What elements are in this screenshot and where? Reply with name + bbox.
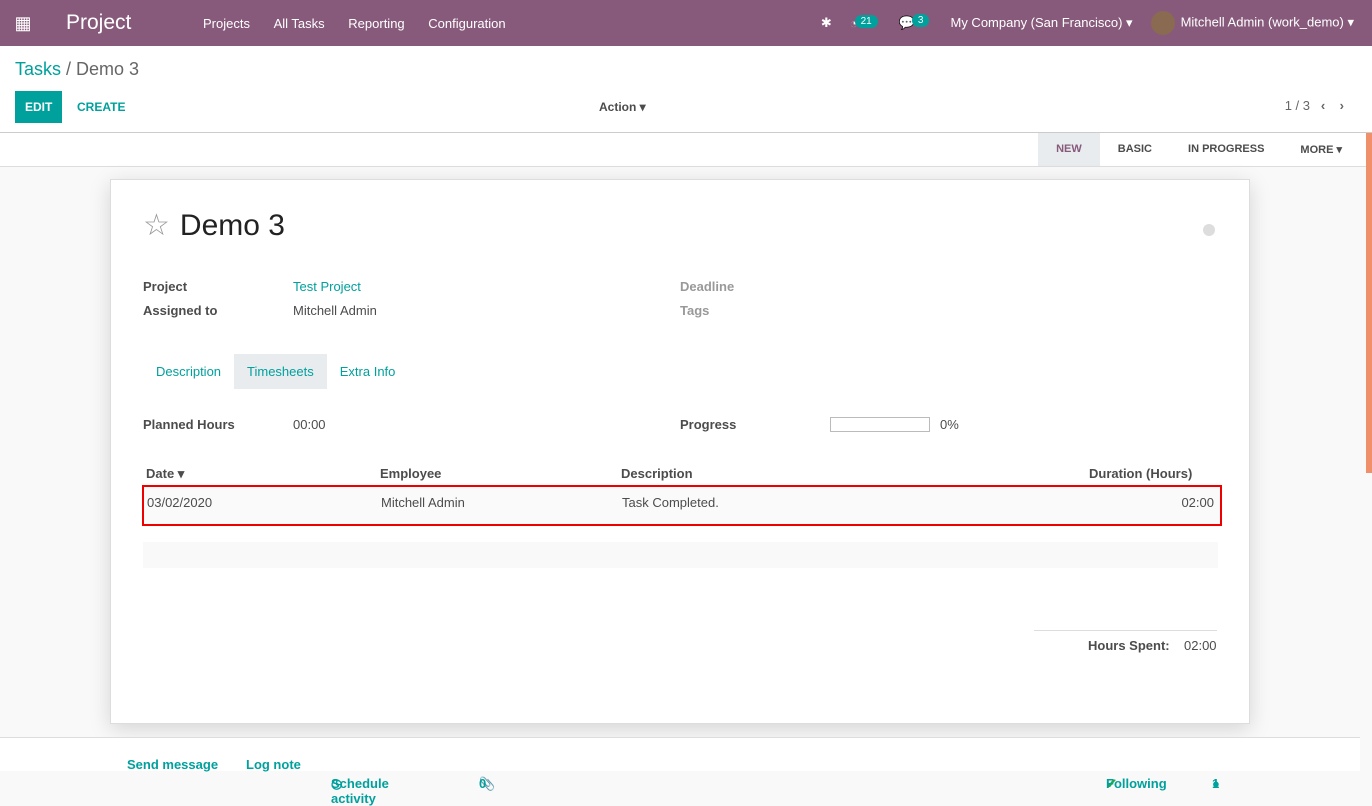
- progress-label: Progress: [680, 417, 737, 432]
- tags-label: Tags: [680, 303, 710, 318]
- stage-in-progress[interactable]: IN PROGRESS: [1188, 143, 1265, 155]
- breadcrumb-current: Demo 3: [76, 59, 140, 79]
- assigned-label: Assigned to: [143, 303, 218, 318]
- create-button[interactable]: CREATE: [77, 100, 126, 114]
- messages-button[interactable]: 💬 3: [898, 14, 933, 31]
- hours-spent-value: 02:00: [1184, 638, 1217, 653]
- col-description[interactable]: Description: [621, 466, 693, 481]
- scrollbar[interactable]: [1366, 133, 1372, 473]
- company-switcher[interactable]: My Company (San Francisco) ▾: [950, 15, 1133, 30]
- debug-bug-icon[interactable]: ✱: [820, 15, 832, 30]
- action-label: Action: [599, 100, 637, 114]
- planned-hours-value: 00:00: [293, 417, 326, 432]
- app-name: Project: [66, 11, 132, 34]
- activities-badge: 21: [854, 14, 878, 28]
- tab-description[interactable]: Description: [156, 364, 222, 379]
- menu-projects[interactable]: Projects: [203, 15, 250, 31]
- deadline-label: Deadline: [680, 279, 735, 294]
- company-name: My Company (San Francisco): [950, 15, 1123, 30]
- col-employee[interactable]: Employee: [380, 466, 442, 481]
- row-description: Task Completed.: [622, 495, 719, 510]
- avatar: [1150, 11, 1175, 35]
- menu-all-tasks[interactable]: All Tasks: [273, 15, 325, 31]
- user-menu[interactable]: Mitchell Admin (work_demo) ▾: [1150, 11, 1354, 35]
- attachments-count: 0: [479, 776, 487, 791]
- empty-row: [143, 542, 1218, 568]
- messages-badge: 3: [911, 14, 930, 27]
- apps-menu-icon[interactable]: ▦: [14, 12, 32, 33]
- chevron-left-icon[interactable]: ‹: [1320, 98, 1326, 113]
- row-duration: 02:00: [1181, 495, 1214, 510]
- activities-button[interactable]: ◔ 21: [849, 14, 881, 31]
- form-sheet: ☆ Demo 3 Project Test Project Assigned to…: [110, 179, 1250, 724]
- chevron-right-icon[interactable]: ›: [1339, 98, 1344, 113]
- stage-new[interactable]: NEW: [1038, 133, 1100, 166]
- kanban-state-dot[interactable]: [1203, 224, 1215, 236]
- top-navbar: ▦ Project Projects All Tasks Reporting C…: [0, 0, 1372, 46]
- followers-count: 1: [1212, 776, 1220, 791]
- menu-reporting[interactable]: Reporting: [348, 15, 405, 31]
- user-name: Mitchell Admin (work_demo): [1180, 14, 1344, 30]
- col-date-label: Date: [146, 466, 175, 481]
- schedule-label: Schedule activity: [331, 776, 389, 806]
- totals: [1034, 630, 1217, 631]
- progress-bar: [830, 417, 930, 432]
- row-employee: Mitchell Admin: [381, 495, 465, 510]
- stage-more-label: MORE: [1300, 144, 1334, 156]
- progress-text: 0%: [940, 417, 959, 432]
- pager: 1 / 3 ‹ ›: [1285, 98, 1344, 113]
- action-dropdown[interactable]: Action ▾: [599, 100, 646, 114]
- menu-configuration[interactable]: Configuration: [428, 15, 506, 31]
- col-date[interactable]: Date ▾: [146, 466, 185, 481]
- statusbar: NEW BASIC IN PROGRESS MORE ▾: [0, 133, 1372, 167]
- stage-basic[interactable]: BASIC: [1117, 143, 1153, 155]
- project-link[interactable]: Test Project: [293, 279, 361, 294]
- stage-more[interactable]: MORE ▾: [1300, 144, 1342, 156]
- clock-icon: ◔: [849, 15, 858, 31]
- breadcrumb: Tasks / Demo 3: [15, 59, 140, 79]
- log-note-button[interactable]: Log note: [246, 757, 301, 772]
- assigned-value: Mitchell Admin: [293, 303, 377, 318]
- star-icon[interactable]: ☆: [143, 209, 170, 242]
- tab-extra-info[interactable]: Extra Info: [339, 364, 396, 379]
- task-name: Demo 3: [179, 209, 285, 242]
- task-title: ☆ Demo 3: [143, 208, 285, 243]
- edit-button[interactable]: EDIT: [15, 91, 63, 123]
- pager-value[interactable]: 1 / 3: [1284, 98, 1311, 113]
- hours-spent-label: Hours Spent:: [1088, 638, 1170, 653]
- tab-timesheets[interactable]: Timesheets: [234, 354, 327, 389]
- control-panel: Tasks / Demo 3 EDIT CREATE Action ▾ 1 / …: [0, 46, 1372, 133]
- comments-icon: 💬: [898, 15, 915, 30]
- row-date: 03/02/2020: [147, 495, 213, 510]
- breadcrumb-tasks[interactable]: Tasks: [15, 59, 62, 79]
- planned-hours-label: Planned Hours: [143, 417, 235, 432]
- project-label: Project: [143, 279, 188, 294]
- col-duration[interactable]: Duration (Hours): [1089, 466, 1193, 481]
- chatter: Send message Log note ◷ Schedule activit…: [0, 737, 1360, 806]
- send-message-button[interactable]: Send message: [127, 757, 219, 772]
- following-label: Following: [1106, 776, 1167, 791]
- table-row[interactable]: 03/02/2020 Mitchell Admin Task Completed…: [142, 485, 1222, 526]
